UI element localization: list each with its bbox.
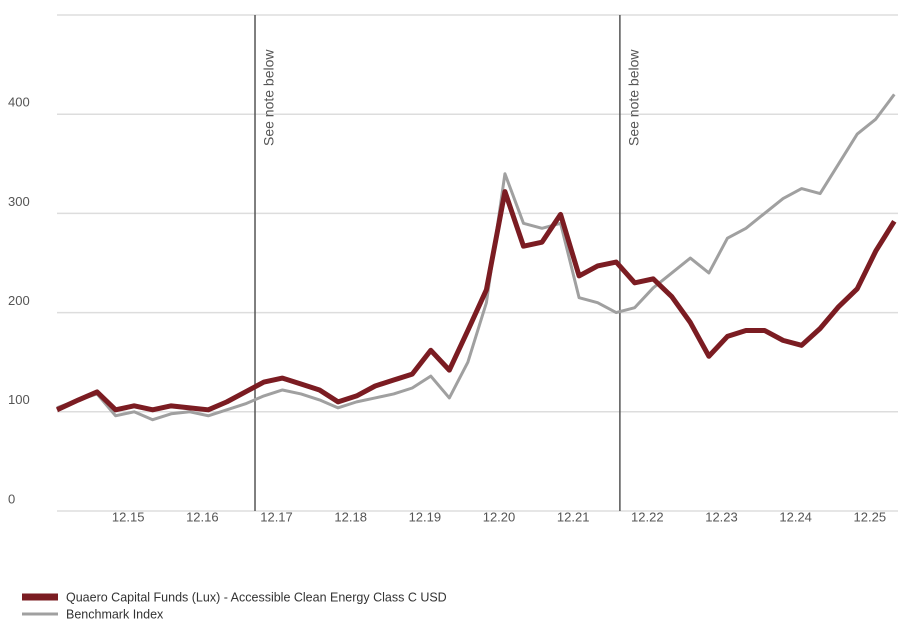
- x-tick-label: 12.24: [779, 509, 812, 524]
- series-line: [55, 189, 897, 413]
- x-tick-label: 12.17: [260, 509, 293, 524]
- x-tick-label: 12.18: [334, 509, 367, 524]
- x-tick-label: 12.25: [854, 509, 887, 524]
- x-tick-label: 12.20: [483, 509, 516, 524]
- y-tick-label: 200: [8, 293, 30, 308]
- y-tick-label: 0: [8, 491, 15, 506]
- x-tick-label: 12.23: [705, 509, 738, 524]
- x-tick-label: 12.15: [112, 509, 145, 524]
- x-tick-label: 12.22: [631, 509, 664, 524]
- legend: Quaero Capital Funds (Lux) - Accessible …: [22, 590, 447, 621]
- x-tick-label: 12.21: [557, 509, 590, 524]
- series-line: [56, 93, 896, 422]
- grid: 0 100 200 300 400 12.15 12.16 12.17 12.18 12.19 12…: [8, 95, 898, 524]
- plot-area: See note below See note below: [55, 15, 897, 511]
- legend-label: Benchmark Index: [66, 607, 164, 621]
- legend-label: Quaero Capital Funds (Lux) - Accessible …: [66, 590, 447, 604]
- y-tick-label: 300: [8, 194, 30, 209]
- annotation-label: See note below: [261, 49, 277, 146]
- annotation-label: See note below: [626, 49, 642, 146]
- x-tick-label: 12.19: [409, 509, 442, 524]
- y-tick-label: 400: [8, 95, 30, 110]
- x-tick-label: 12.16: [186, 509, 219, 524]
- y-tick-label: 100: [8, 392, 30, 407]
